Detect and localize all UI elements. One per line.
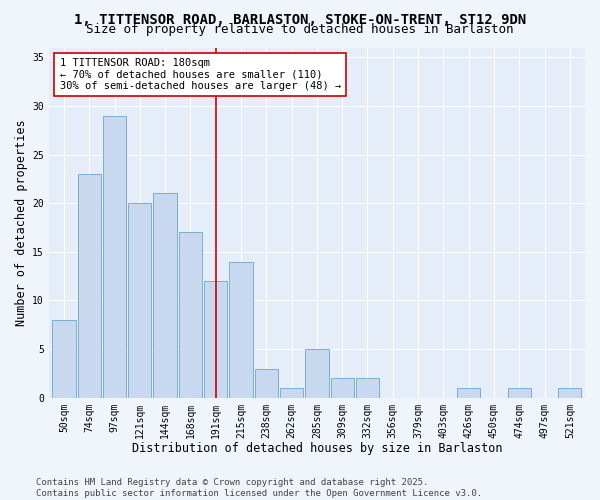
Bar <box>103 116 126 398</box>
Bar <box>229 262 253 398</box>
Text: Size of property relative to detached houses in Barlaston: Size of property relative to detached ho… <box>86 22 514 36</box>
Bar <box>179 232 202 398</box>
Bar <box>331 378 354 398</box>
Bar <box>305 349 329 398</box>
Bar <box>52 320 76 398</box>
Text: Contains HM Land Registry data © Crown copyright and database right 2025.
Contai: Contains HM Land Registry data © Crown c… <box>36 478 482 498</box>
Text: 1, TITTENSOR ROAD, BARLASTON, STOKE-ON-TRENT, ST12 9DN: 1, TITTENSOR ROAD, BARLASTON, STOKE-ON-T… <box>74 12 526 26</box>
Bar <box>508 388 531 398</box>
Bar <box>204 281 227 398</box>
Bar <box>356 378 379 398</box>
Bar <box>154 194 177 398</box>
Bar <box>280 388 303 398</box>
Bar <box>77 174 101 398</box>
Text: 1 TITTENSOR ROAD: 180sqm
← 70% of detached houses are smaller (110)
30% of semi-: 1 TITTENSOR ROAD: 180sqm ← 70% of detach… <box>59 58 341 91</box>
Bar <box>558 388 581 398</box>
Bar <box>254 368 278 398</box>
Bar <box>128 203 151 398</box>
Y-axis label: Number of detached properties: Number of detached properties <box>15 120 28 326</box>
Bar <box>457 388 480 398</box>
X-axis label: Distribution of detached houses by size in Barlaston: Distribution of detached houses by size … <box>131 442 502 455</box>
